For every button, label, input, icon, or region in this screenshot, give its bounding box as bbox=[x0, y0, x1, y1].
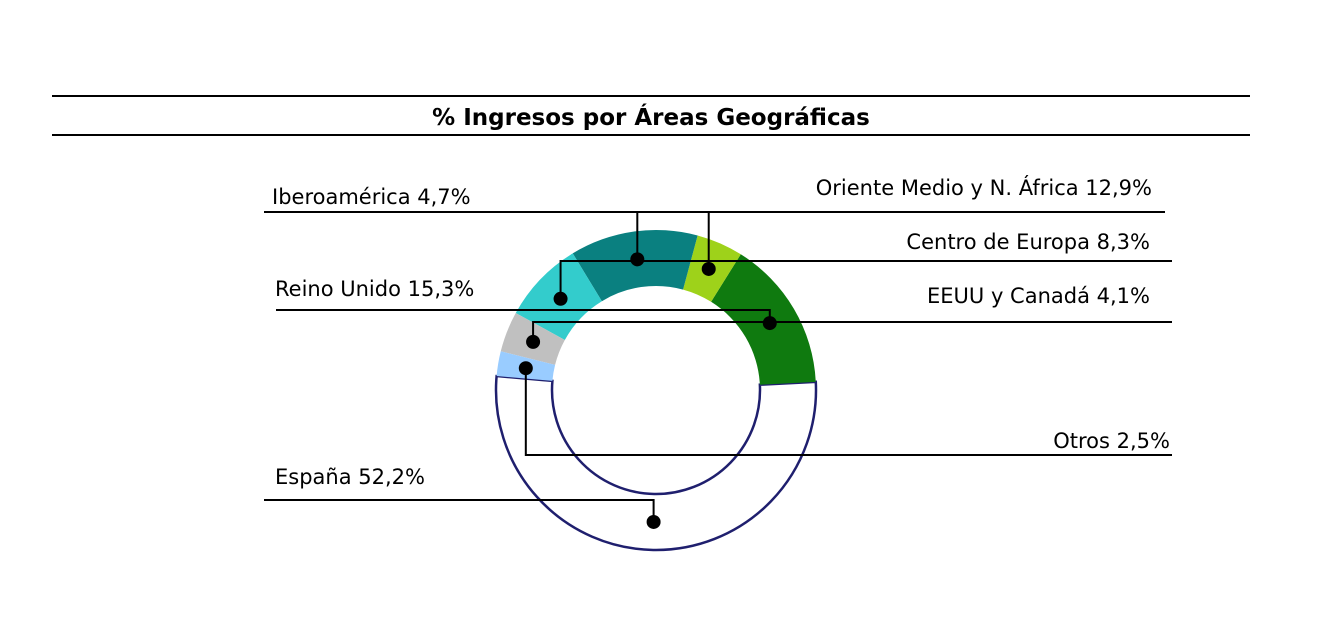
slice-0 bbox=[494, 374, 818, 552]
leader-line-5 bbox=[532, 321, 1172, 342]
chart-title: % Ingresos por Áreas Geográficas bbox=[432, 103, 870, 131]
slice-label-4: Centro de Europa 8,3% bbox=[906, 230, 1150, 254]
slice-label-1: Reino Unido 15,3% bbox=[275, 277, 474, 301]
leader-dot-5 bbox=[526, 334, 541, 349]
leader-dot-0 bbox=[646, 514, 661, 529]
slices-group bbox=[494, 229, 818, 552]
leader-line-6 bbox=[524, 368, 1172, 456]
leaders-group: España 52,2% Reino Unido 15,3% Iberoaméric… bbox=[264, 175, 1172, 529]
slice-label-5: EEUU y Canadá 4,1% bbox=[927, 284, 1150, 308]
leader-dot-3 bbox=[630, 252, 645, 267]
slice-label-0: España 52,2% bbox=[275, 465, 425, 489]
leader-dot-6 bbox=[518, 361, 533, 376]
leader-dot-4 bbox=[553, 291, 568, 306]
slice-label-6: Otros 2,5% bbox=[1053, 429, 1170, 453]
slice-label-3: Oriente Medio y N. África 12,9% bbox=[816, 175, 1152, 200]
slice-label-2: Iberoamérica 4,7% bbox=[272, 185, 471, 209]
leader-dot-1 bbox=[762, 316, 777, 331]
leader-line-4 bbox=[559, 260, 1172, 299]
slice-1 bbox=[711, 254, 816, 385]
leader-dot-2 bbox=[701, 261, 716, 276]
leader-line-0 bbox=[264, 499, 655, 522]
leader-line-3 bbox=[636, 211, 1165, 260]
